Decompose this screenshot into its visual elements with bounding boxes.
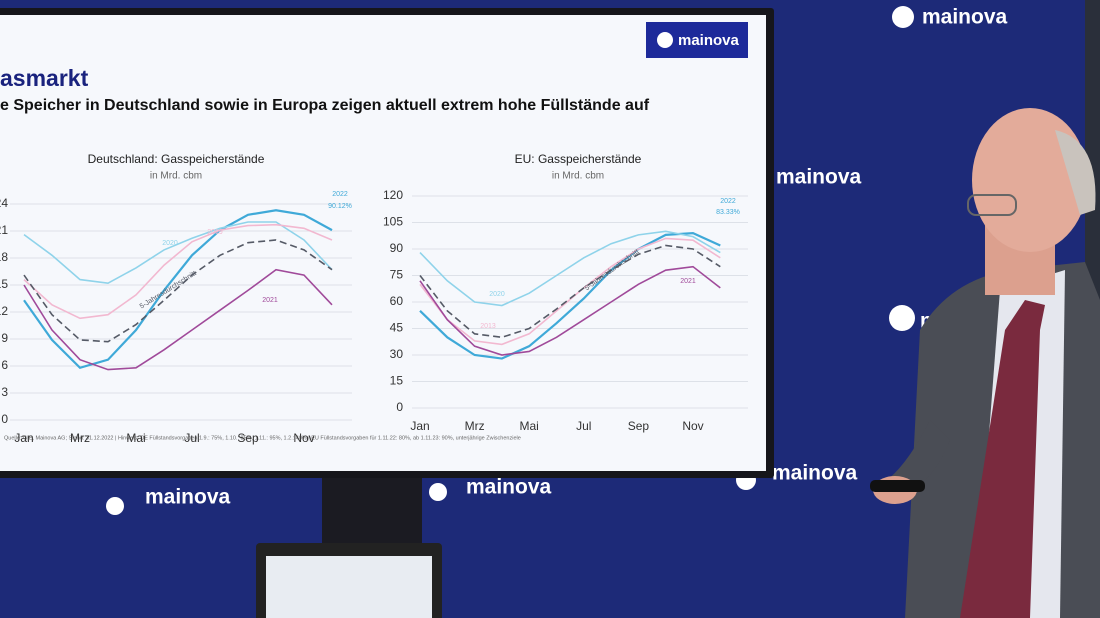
series-line	[419, 230, 721, 307]
chart-title: EU: Gasspeicherstände	[515, 152, 642, 166]
chart-subtitle: in Mrd. cbm	[552, 171, 604, 182]
x-tick-label: Mai	[126, 431, 145, 445]
slide-footnote: Quelle: GIE, Mainova AG; Stand: 31.12.20…	[4, 435, 521, 441]
y-tick-label: 21	[0, 223, 8, 237]
series-line	[419, 231, 721, 360]
y-tick-label: 15	[390, 374, 404, 388]
y-tick-label: 3	[1, 385, 8, 399]
series-line	[419, 237, 721, 346]
x-tick-label: Nov	[682, 419, 703, 433]
series-line	[23, 268, 333, 371]
annotation: 90.12%	[328, 203, 352, 210]
series-label: 2021	[262, 297, 278, 304]
clicker	[870, 480, 925, 492]
y-tick-label: 90	[390, 241, 404, 255]
tie	[960, 300, 1045, 618]
y-tick-label: 120	[383, 188, 403, 202]
series-label: 2020	[489, 291, 505, 298]
series-label: 2019	[207, 229, 223, 236]
wall-logo: mainova	[892, 6, 1008, 29]
y-tick-label: 0	[396, 400, 403, 414]
x-tick-label: Mrz	[70, 431, 90, 445]
series-line	[23, 209, 333, 370]
hair	[1055, 130, 1096, 215]
wall-logo: mainova	[106, 486, 231, 515]
y-tick-label: 18	[0, 250, 8, 264]
x-tick-label: Jan	[410, 419, 429, 433]
slide-title: asmarkt	[0, 65, 89, 91]
x-tick-label: Jul	[576, 419, 591, 433]
series-label: 2021	[680, 278, 696, 285]
series-label: 2022	[720, 198, 736, 205]
series-line	[419, 265, 721, 356]
x-tick-label: Jan	[14, 431, 33, 445]
confidence-monitor-screen	[266, 556, 432, 618]
x-tick-label: Nov	[293, 431, 314, 445]
y-tick-label: 15	[0, 277, 8, 291]
chart-title: Deutschland: Gasspeicherstände	[88, 152, 265, 166]
y-tick-label: 24	[0, 196, 8, 210]
presenter	[870, 108, 1100, 618]
y-tick-label: 45	[390, 321, 404, 335]
annotation: 83.33%	[716, 209, 740, 216]
slide	[0, 15, 766, 471]
y-tick-label: 12	[0, 304, 8, 318]
slide-logo: mainova	[678, 32, 740, 49]
wall-logo-text: mainova	[772, 462, 858, 485]
screen-stand	[322, 478, 422, 548]
x-tick-label: Mrz	[465, 419, 485, 433]
glasses	[967, 194, 1017, 216]
y-tick-label: 6	[1, 358, 8, 372]
wall-logo: mainova	[429, 476, 552, 501]
x-tick-label: Mai	[520, 419, 539, 433]
y-tick-label: 75	[390, 268, 404, 282]
series-label: 2020	[162, 240, 178, 247]
wall-logo-text: mainova	[776, 166, 862, 189]
wall-logo: mainova	[776, 166, 862, 189]
wall-logo-text: mainova	[466, 476, 552, 499]
wall-logo-text: mainova	[922, 6, 1008, 29]
slide-logo-mark	[657, 32, 673, 48]
x-tick-label: Jul	[184, 431, 199, 445]
series-line	[23, 223, 333, 320]
wall-logo-text: mainova	[145, 486, 231, 509]
series-line	[23, 239, 333, 343]
x-tick-label: Sep	[237, 431, 259, 445]
y-tick-label: 60	[390, 294, 404, 308]
y-tick-label: 30	[390, 347, 404, 361]
series-label: 2022	[332, 191, 348, 198]
series-line	[419, 244, 721, 339]
x-tick-label: Sep	[628, 419, 650, 433]
y-tick-label: 9	[1, 331, 8, 345]
chart-subtitle: in Mrd. cbm	[150, 171, 202, 182]
series-label: 2013	[480, 323, 496, 330]
slide-subtitle: e Speicher in Deutschland sowie in Europ…	[0, 97, 650, 114]
y-tick-label: 0	[1, 412, 8, 426]
y-tick-label: 105	[383, 215, 403, 229]
